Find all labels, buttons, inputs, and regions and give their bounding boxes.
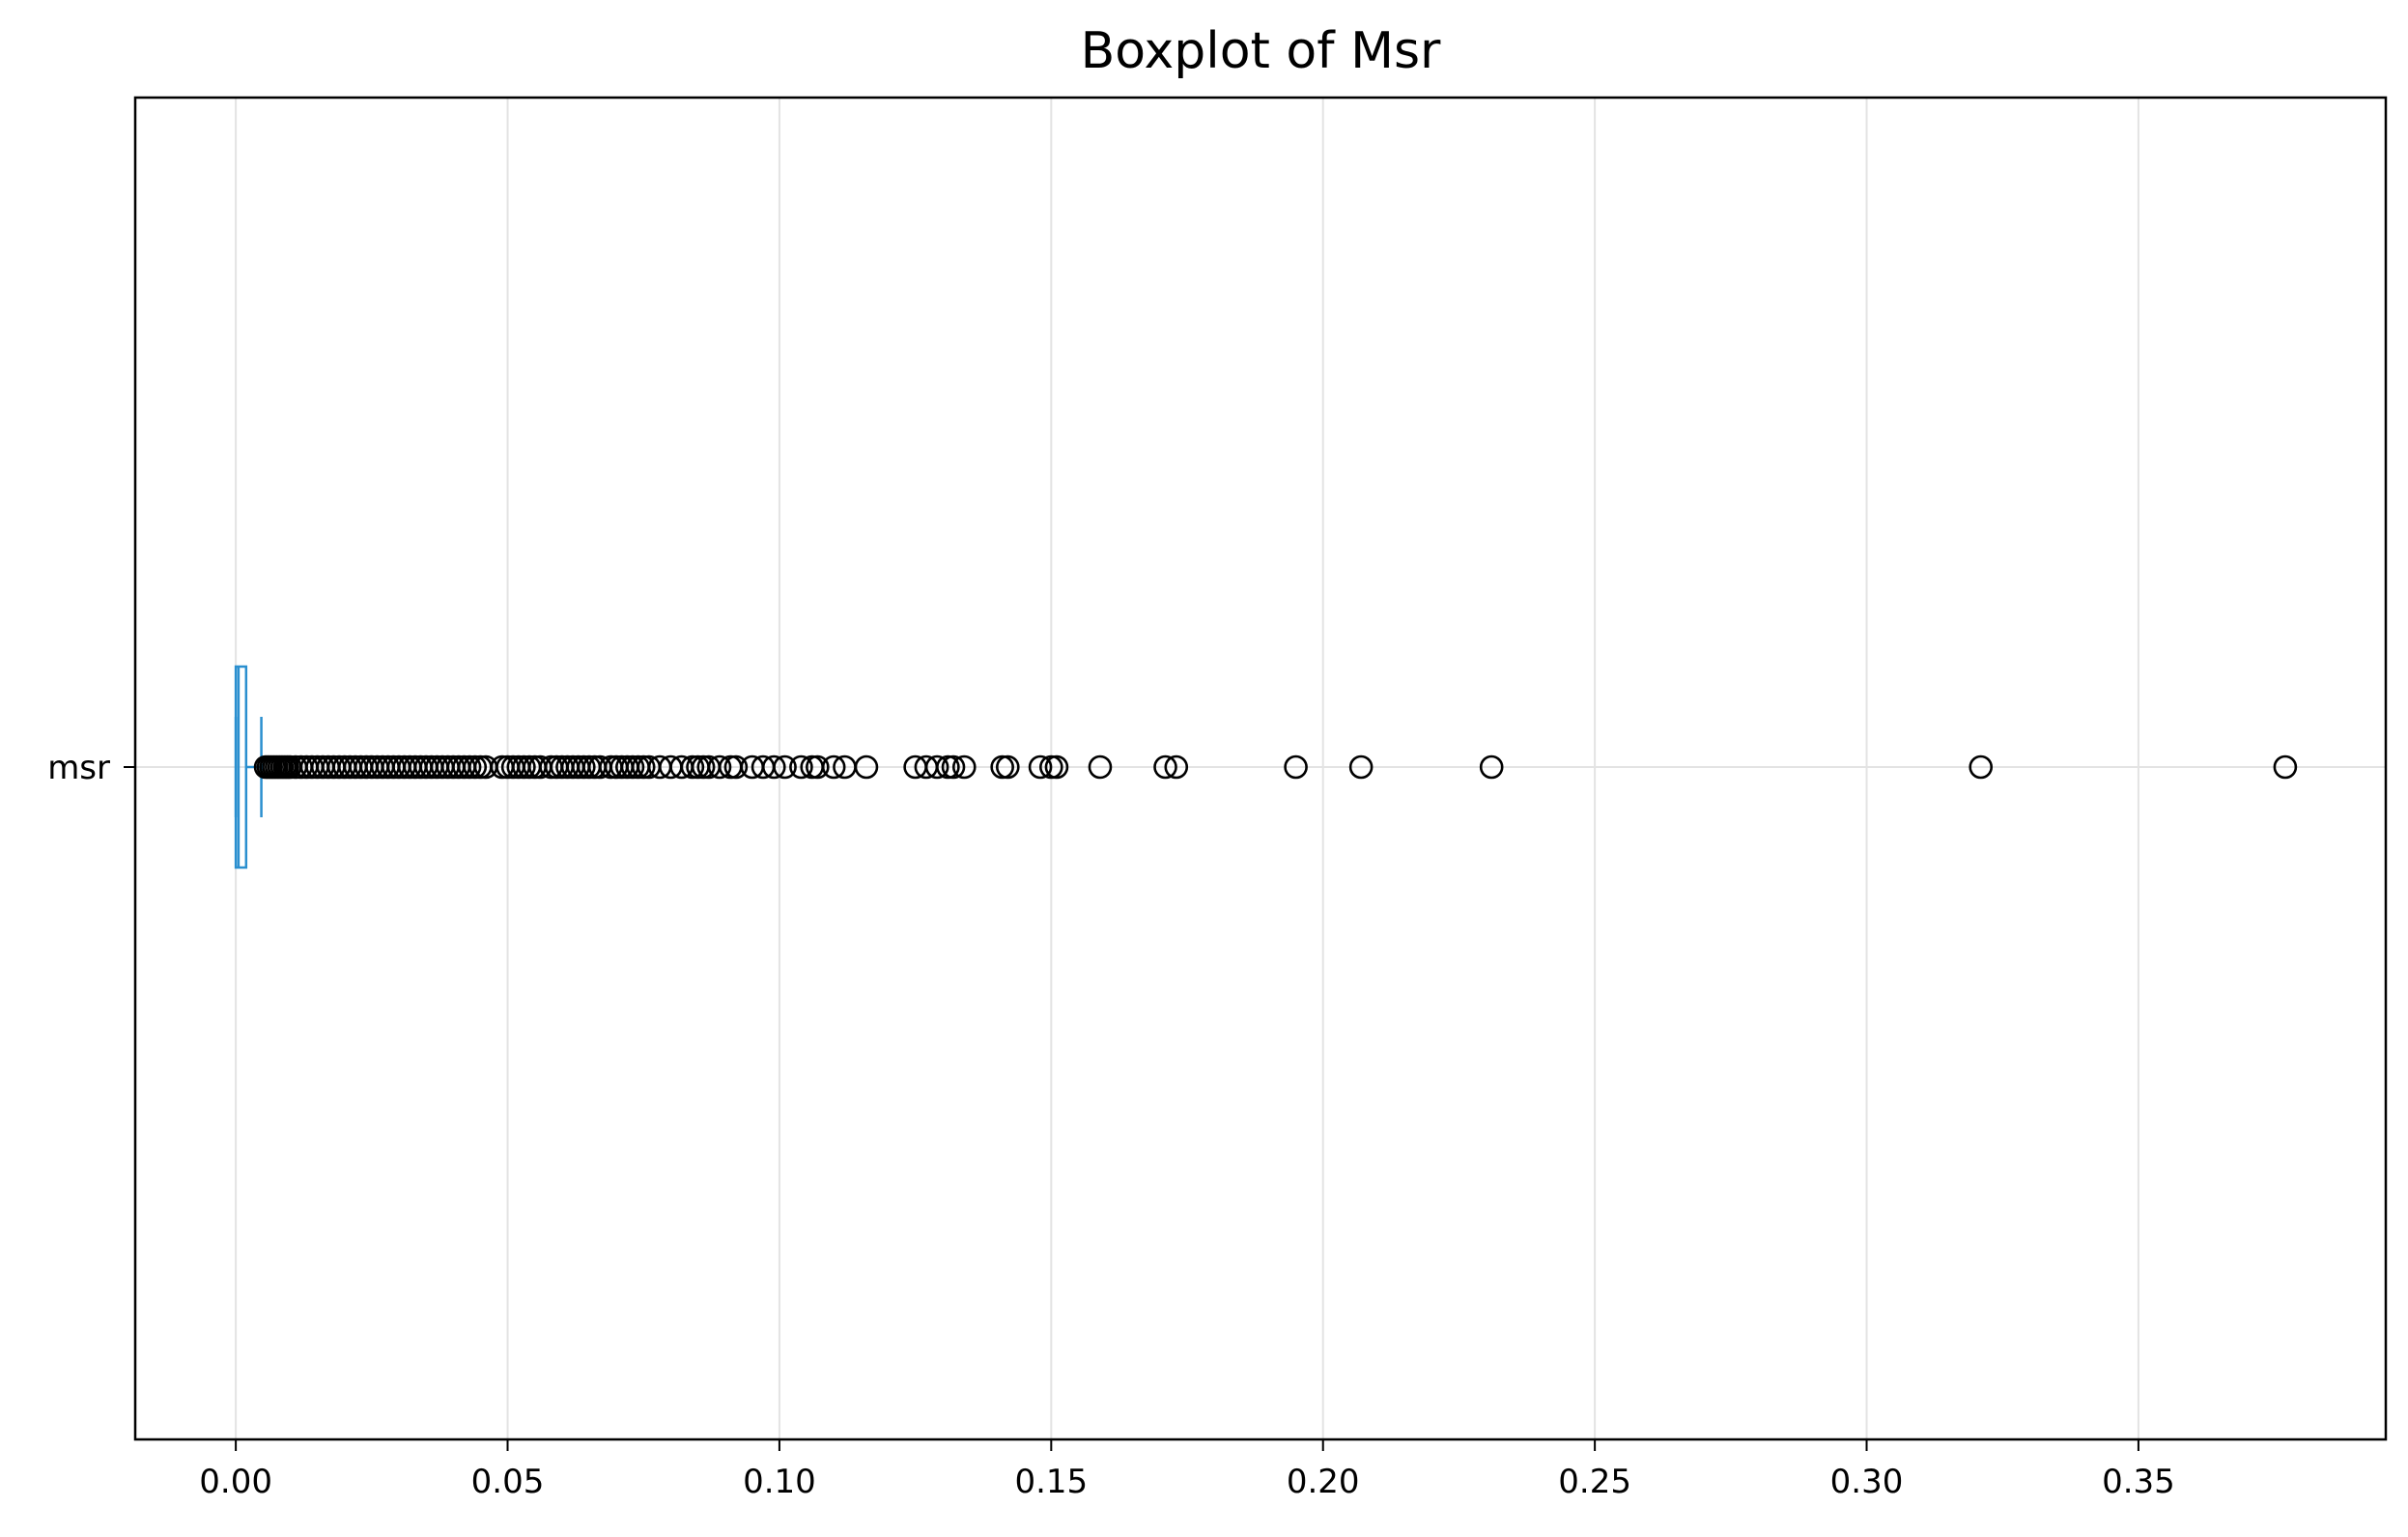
x-axis-ticks: 0.00 0.05 0.10 0.15 0.20 0.25 0.30 0.35 bbox=[199, 1439, 2175, 1501]
outlier-point bbox=[463, 754, 488, 780]
x-tick-label: 0.25 bbox=[1558, 1463, 1631, 1501]
outlier-point bbox=[512, 754, 536, 780]
x-tick-label: 0.30 bbox=[1830, 1463, 1904, 1501]
plot-frame bbox=[133, 96, 2388, 1441]
outlier-point bbox=[1164, 754, 1189, 780]
outlier-group bbox=[253, 754, 2298, 780]
outlier-point bbox=[2273, 754, 2298, 780]
outlier-point bbox=[761, 754, 786, 780]
outlier-point bbox=[707, 754, 732, 780]
outlier-point bbox=[691, 754, 716, 780]
x-tick-label: 0.20 bbox=[1287, 1463, 1360, 1501]
outlier-point bbox=[951, 754, 977, 780]
outlier-point bbox=[1153, 754, 1177, 780]
outlier-point bbox=[631, 754, 656, 780]
outlier-point bbox=[1284, 754, 1308, 780]
x-tick-label: 0.10 bbox=[743, 1463, 816, 1501]
outlier-point bbox=[1044, 754, 1069, 780]
outlier-point bbox=[995, 754, 1020, 780]
chart-title: Boxplot of Msr bbox=[1081, 22, 1441, 80]
y-axis-ticks: msr bbox=[47, 749, 135, 787]
outlier-point bbox=[572, 754, 596, 780]
outlier-point bbox=[680, 754, 705, 780]
outlier-point bbox=[620, 754, 645, 780]
outlier-point bbox=[1969, 754, 1994, 780]
outlier-point bbox=[1028, 754, 1053, 780]
outlier-point bbox=[821, 754, 846, 780]
x-tick-label: 0.00 bbox=[199, 1463, 272, 1501]
outlier-point bbox=[806, 754, 830, 780]
box-group bbox=[234, 665, 263, 869]
outlier-point bbox=[457, 754, 482, 780]
outlier-point bbox=[773, 754, 797, 780]
iqr-box bbox=[234, 665, 248, 869]
x-tick-label: 0.15 bbox=[1014, 1463, 1088, 1501]
x-tick-label: 0.05 bbox=[471, 1463, 545, 1501]
outlier-point bbox=[1039, 754, 1063, 780]
outlier-point bbox=[1088, 754, 1113, 780]
outlier-point bbox=[1348, 754, 1374, 780]
outlier-point bbox=[854, 754, 879, 780]
outlier-point bbox=[1479, 754, 1504, 780]
outlier-point bbox=[723, 754, 749, 780]
outlier-point bbox=[789, 754, 813, 780]
outlier-point bbox=[941, 754, 966, 780]
outlier-point bbox=[924, 754, 949, 780]
outlier-point bbox=[990, 754, 1014, 780]
y-category-label: msr bbox=[47, 749, 110, 787]
outlier-point bbox=[936, 754, 960, 780]
x-tick-label: 0.35 bbox=[2102, 1463, 2175, 1501]
